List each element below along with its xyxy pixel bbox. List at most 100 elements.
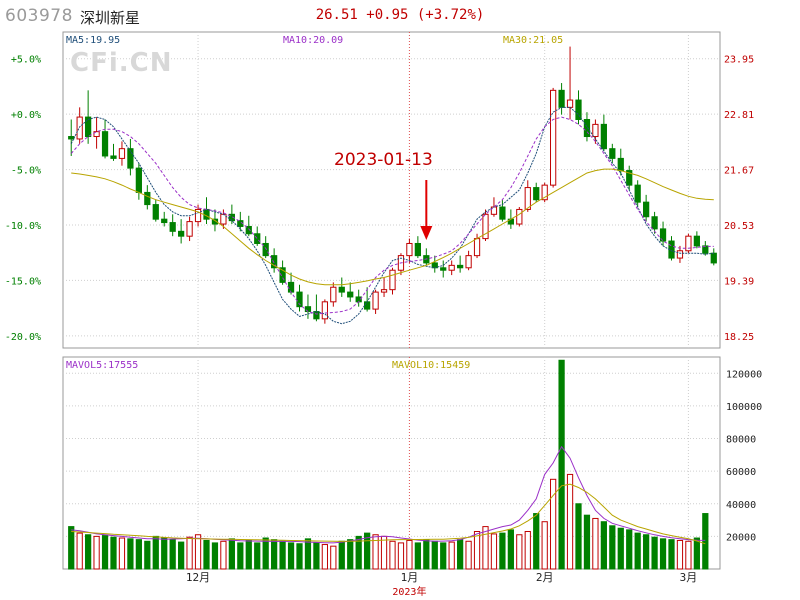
volume-bar <box>287 542 295 570</box>
volume-bar <box>473 530 481 570</box>
candle-body <box>440 267 447 271</box>
volume-bar <box>279 540 286 570</box>
line-ma30 <box>71 168 714 286</box>
candle-body <box>617 157 624 172</box>
candle-body <box>279 267 286 283</box>
volume-bar <box>668 539 675 570</box>
volume-bar <box>194 534 202 570</box>
candle-body <box>254 233 261 244</box>
volume-bar <box>676 539 684 570</box>
volume-bar <box>313 542 320 570</box>
pct-tick-label: -10.0% <box>5 221 41 232</box>
candle-body <box>186 221 193 237</box>
candle-body <box>211 218 219 225</box>
candle-body <box>482 213 489 240</box>
volume-bar <box>152 535 159 570</box>
volume-tick-label: 20000 <box>726 532 756 543</box>
candle-body <box>634 184 641 203</box>
volume-bar <box>118 537 126 570</box>
year-label: 2023年 <box>392 585 426 598</box>
volume-bar <box>178 541 185 570</box>
volume-bar <box>161 537 168 570</box>
legend-mavol5: MAVOL5:17555 <box>66 360 139 371</box>
candle-body <box>414 242 421 257</box>
candle-body <box>330 286 337 303</box>
month-label: 1月 <box>401 571 419 584</box>
volume-bar <box>85 534 92 570</box>
volume-bar <box>93 535 100 570</box>
volume-bar <box>262 537 269 570</box>
volume-bar <box>414 542 421 570</box>
volume-tick-label: 40000 <box>726 500 756 511</box>
candle-body <box>372 291 379 310</box>
volume-bar <box>144 540 151 570</box>
pct-tick-label: +5.0% <box>11 55 41 66</box>
candle-body <box>194 208 202 223</box>
moving-average-lines <box>70 106 714 325</box>
volume-bar <box>245 539 252 570</box>
candle-body <box>296 291 303 308</box>
volume-bar <box>643 534 650 570</box>
candle-body <box>651 216 658 230</box>
legend-ma30: MA30:21.05 <box>503 35 564 46</box>
candle-body <box>178 230 185 237</box>
candle-body <box>575 99 582 121</box>
candle-body <box>313 311 320 320</box>
candle-body <box>541 184 548 201</box>
candle-body <box>135 167 142 193</box>
annotation-date: 2023-01-13 <box>334 150 433 170</box>
volume-bar <box>347 539 354 570</box>
candle-body <box>364 301 371 310</box>
volume-bar <box>516 534 523 570</box>
volume-bar <box>685 540 692 570</box>
candle-body <box>144 191 151 206</box>
candle-body <box>516 208 523 225</box>
volume-bar <box>465 540 472 570</box>
volume-bar <box>110 536 117 570</box>
volume-bar <box>355 535 362 570</box>
volume-bar <box>524 530 531 570</box>
candle-body <box>676 250 684 259</box>
volume-bar <box>220 540 227 570</box>
candle-body <box>406 242 413 257</box>
current-price: 26.51 <box>315 7 358 23</box>
candlesticks <box>68 46 717 324</box>
volume-bar <box>566 473 574 570</box>
price-tick-label: 22.81 <box>724 110 754 121</box>
candle-body <box>110 155 117 159</box>
volume-bar <box>651 536 658 570</box>
price-tick-label: 18.25 <box>724 332 754 343</box>
month-label: 12月 <box>186 571 210 584</box>
candle-body <box>600 123 607 150</box>
volume-bar <box>693 537 700 570</box>
volume-tick-label: 80000 <box>726 435 756 446</box>
volume-bar <box>659 538 667 570</box>
volume-bar <box>457 539 464 570</box>
candle-body <box>380 289 388 293</box>
line-mavol5 <box>71 445 706 544</box>
volume-bar <box>169 539 176 570</box>
price-tick-label: 20.53 <box>724 221 754 232</box>
candle-body <box>659 228 667 242</box>
pct-tick-label: -15.0% <box>5 276 41 287</box>
line-mavol10 <box>71 483 706 545</box>
volume-bar <box>440 542 447 570</box>
volume-bar <box>423 539 430 570</box>
chart-frames <box>62 31 721 570</box>
volume-bar <box>330 545 337 570</box>
stock-name: 深圳新星 <box>80 9 141 27</box>
price-panel-frame <box>62 31 721 349</box>
volume-bar <box>558 359 565 570</box>
volume-bars <box>68 359 709 570</box>
candle-body <box>389 269 396 291</box>
arrow-head <box>420 226 433 240</box>
candle-body <box>626 170 633 186</box>
candle-body <box>152 204 159 220</box>
volume-bar <box>609 525 616 570</box>
candle-body <box>566 99 574 108</box>
volume-bar <box>186 536 193 570</box>
volume-bar <box>76 532 83 570</box>
volume-bar <box>482 526 489 570</box>
candle-body <box>473 238 481 257</box>
volume-bar <box>237 542 244 570</box>
